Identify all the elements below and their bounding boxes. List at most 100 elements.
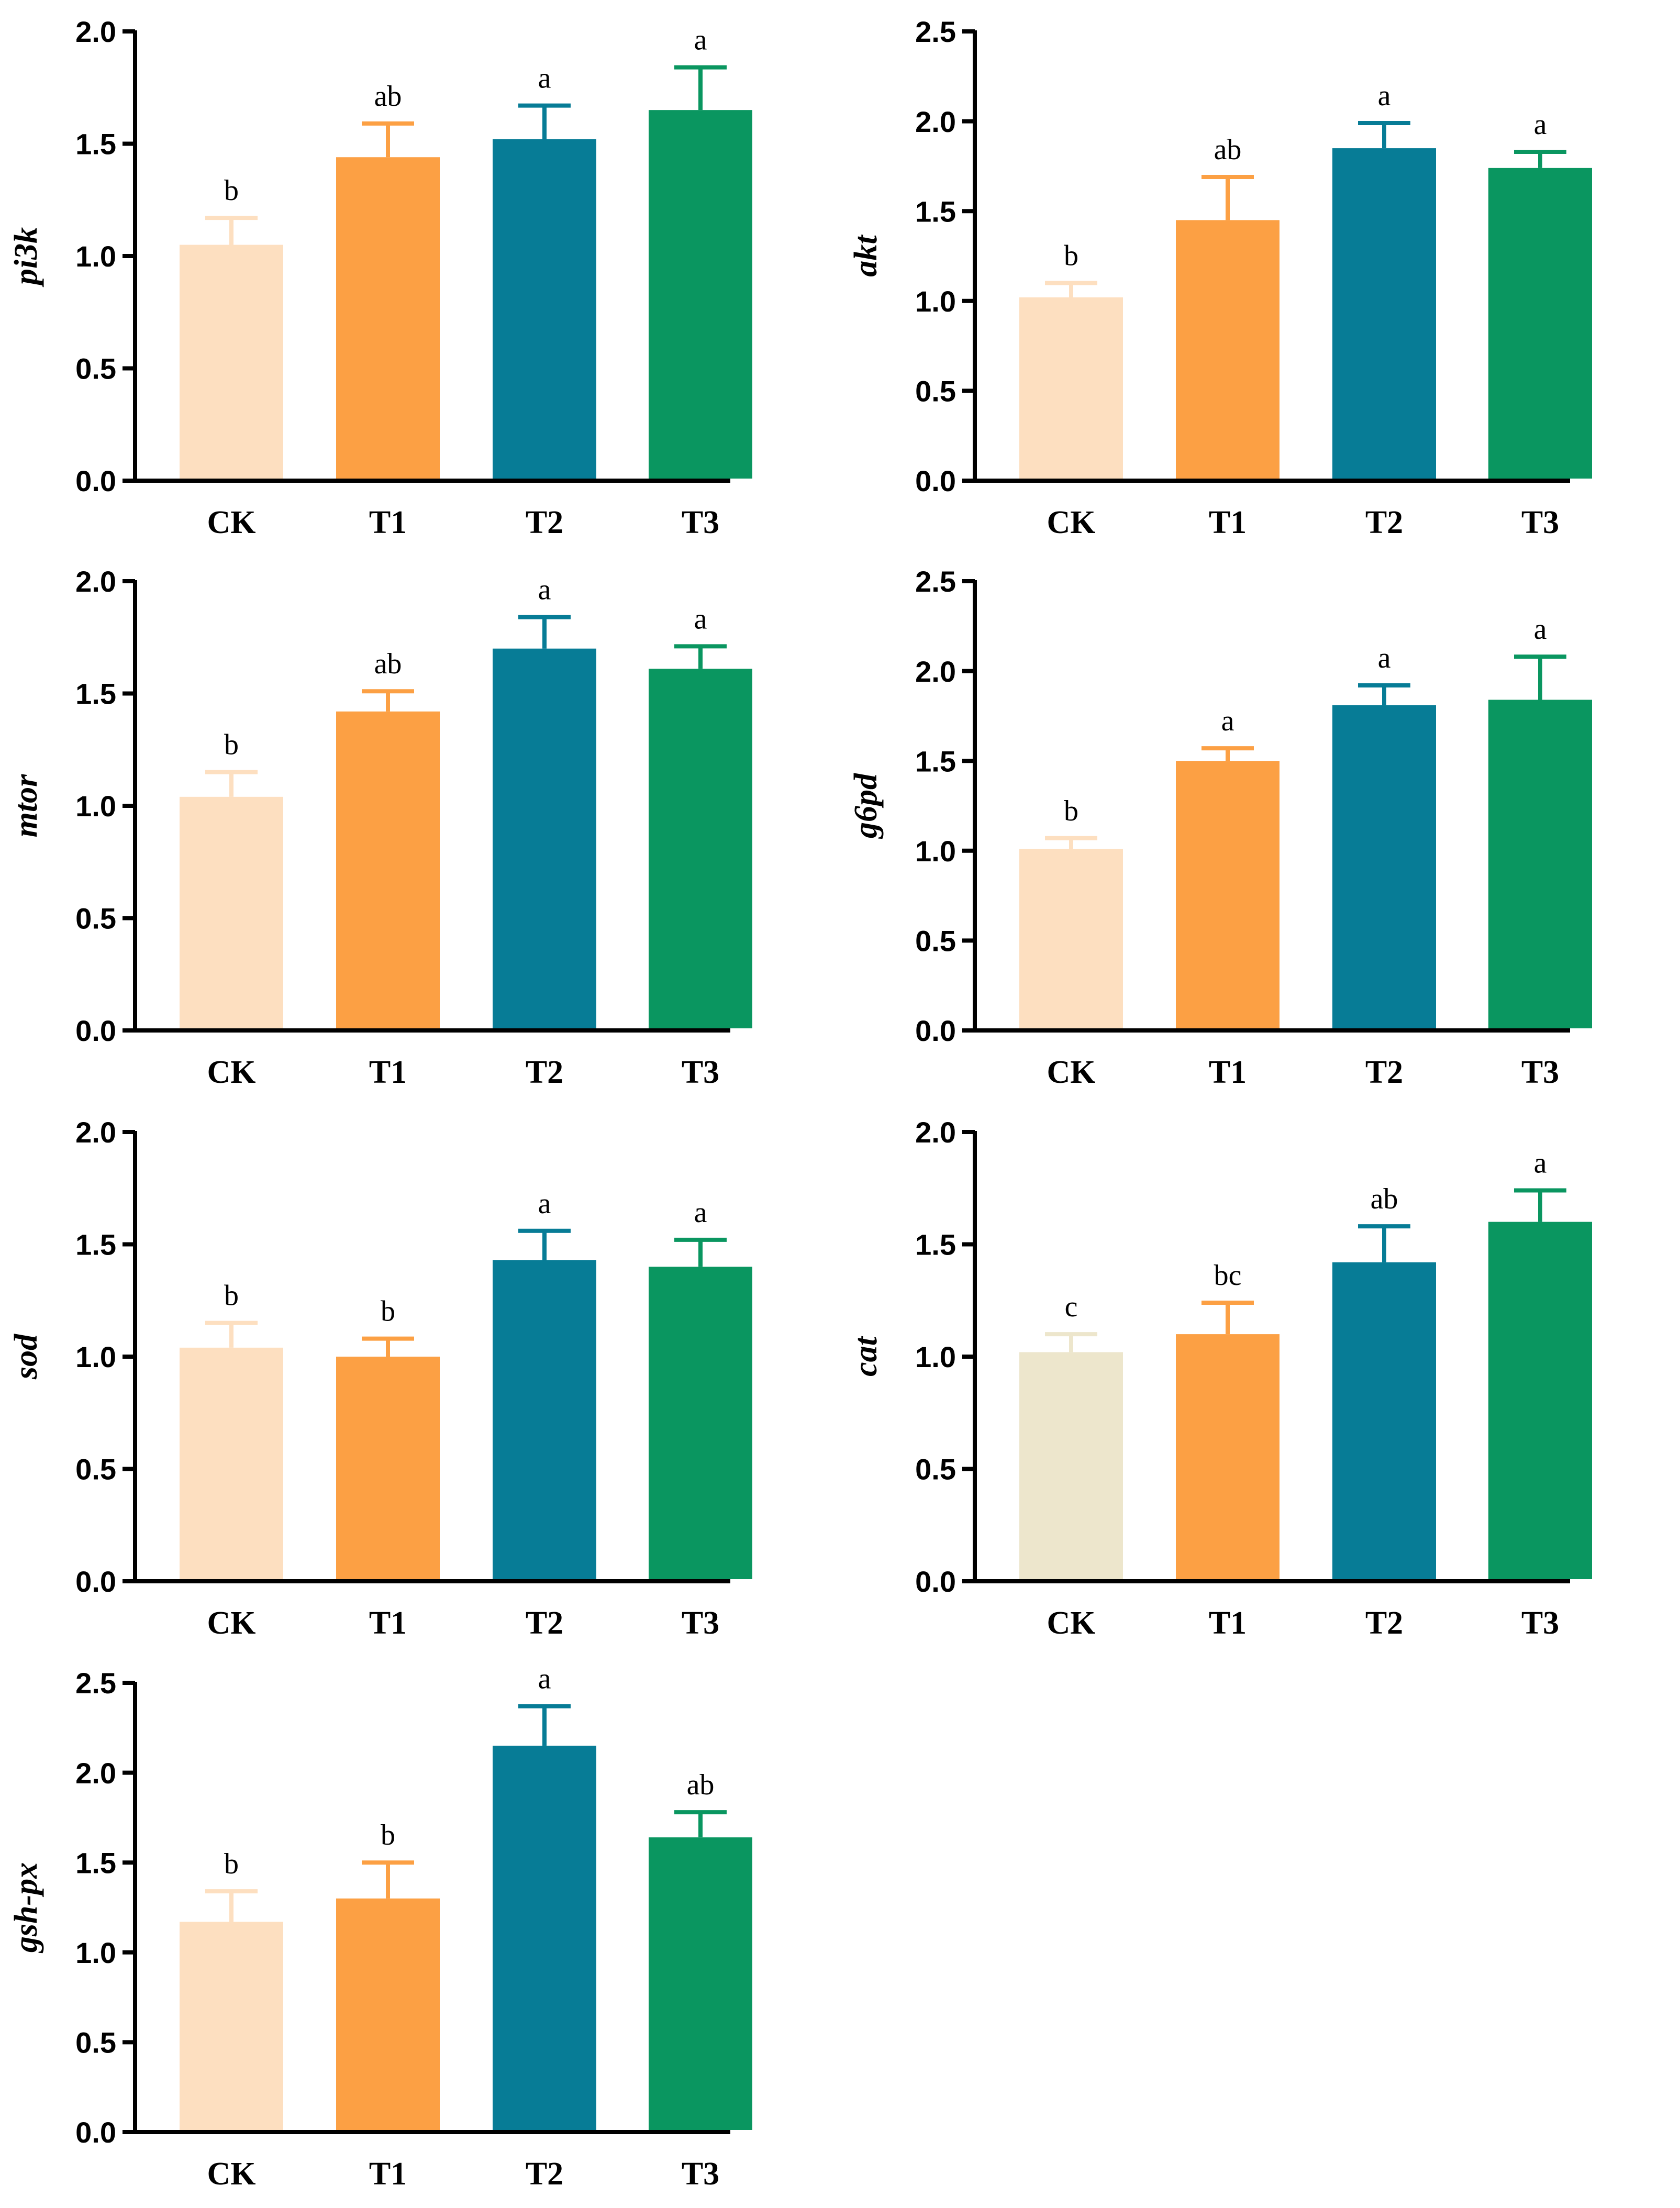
bar-t3 [649,1837,752,2130]
significance-letter: b [1064,795,1078,827]
x-tick-label: T3 [682,2156,719,2192]
y-tick-label: 1.5 [75,678,116,711]
y-tick-label: 1.0 [915,1340,956,1373]
bar-t2 [493,139,596,479]
x-tick-label: T3 [1521,1055,1559,1090]
x-tick-label: CK [1047,1055,1096,1090]
y-tick-label: 2.0 [915,655,956,688]
x-tick-label: T3 [1521,505,1559,540]
y-tick-label: 0.5 [75,902,116,935]
significance-letter: ab [1214,134,1242,166]
x-tick-label: T1 [1209,505,1247,540]
y-tick-label: 1.0 [75,1340,116,1373]
y-tick-label: 2.0 [75,1116,116,1149]
significance-letter: b [1064,239,1078,272]
bar-ck [180,796,283,1028]
significance-letter: a [1534,108,1547,141]
x-tick-label: T2 [526,1605,563,1641]
y-tick-label: 1.0 [75,790,116,823]
bar-t3 [649,110,752,479]
significance-letter: a [1534,613,1547,646]
bar-ck [1019,1352,1123,1579]
x-tick-label: T2 [526,505,563,540]
y-tick-label: 0.0 [915,1014,956,1047]
significance-letter: bc [1214,1259,1242,1292]
significance-letter: a [694,24,707,57]
significance-letter: a [694,603,707,635]
y-tick-label: 1.5 [915,1228,956,1261]
bar-t1 [1176,220,1280,479]
y-axis-title: sod [8,1334,44,1380]
y-axis-title: gsh-px [8,1862,44,1954]
y-tick-label: 0.5 [75,2026,116,2059]
y-tick-label: 0.0 [915,464,956,497]
significance-letter: b [224,1280,239,1312]
y-tick-label: 0.0 [75,1565,116,1598]
x-tick-label: T3 [682,505,719,540]
chart-mtor: 0.0 0.5 1.0 1.5 2.0 mtor b CK ab T1 a T2 a T3 [8,565,752,1090]
bar-t2 [493,648,596,1028]
x-tick-label: T1 [369,505,407,540]
bar-t2 [1332,1262,1436,1579]
bar-ck [180,1922,283,2130]
y-tick-label: 0.0 [75,2116,116,2149]
bar-t1 [1176,1334,1280,1579]
bar-t1 [336,1357,440,1579]
y-axis-title: mtor [8,774,44,837]
y-tick-label: 2.0 [75,15,116,48]
bar-t1 [336,1898,440,2130]
bar-t2 [1332,705,1436,1028]
y-tick-label: 2.0 [75,1757,116,1790]
bar-ck [1019,849,1123,1028]
bar-t2 [1332,148,1436,479]
significance-letter: b [224,729,239,761]
significance-letter: a [538,574,551,606]
x-tick-label: CK [207,1055,256,1090]
x-tick-label: CK [1047,1605,1096,1641]
significance-letter: ab [374,80,402,113]
y-axis-title: pi3k [8,227,44,287]
y-tick-label: 0.5 [915,925,956,958]
significance-letter: a [538,62,551,95]
bar-t2 [493,1746,596,2130]
bar-t3 [1488,168,1592,479]
y-tick-label: 0.5 [915,1453,956,1486]
x-tick-label: T2 [1365,1605,1403,1641]
bar-ck [1019,297,1123,479]
significance-letter: b [381,1819,395,1851]
chart-pi3k: 0.0 0.5 1.0 1.5 2.0 pi3k b CK ab T1 a T2 a T3 [8,15,752,540]
y-tick-label: 0.5 [915,375,956,408]
bar-t1 [336,157,440,479]
y-tick-label: 0.0 [75,464,116,497]
significance-letter: a [1378,80,1391,112]
y-tick-label: 2.5 [915,15,956,48]
y-tick-label: 2.5 [75,1667,116,1700]
x-tick-label: T1 [369,2156,407,2192]
significance-letter: b [224,1848,239,1880]
y-tick-label: 1.0 [75,240,116,273]
x-tick-label: T2 [1365,1055,1403,1090]
bar-t3 [1488,1222,1592,1579]
y-tick-label: 2.5 [915,565,956,598]
y-tick-label: 0.5 [75,352,116,385]
significance-letter: b [224,174,239,207]
bar-t3 [649,1267,752,1579]
significance-letter: ab [1371,1183,1398,1215]
bar-t3 [1488,700,1592,1028]
y-tick-label: 0.0 [75,1014,116,1047]
y-tick-label: 1.0 [915,285,956,318]
y-axis-title: g6pd [848,773,884,839]
chart-sod: 0.0 0.5 1.0 1.5 2.0 sod b CK b T1 a T2 a T3 [8,1116,752,1641]
x-tick-label: T1 [1209,1605,1247,1641]
significance-letter: a [1534,1147,1547,1180]
significance-letter: a [538,1663,551,1695]
x-tick-label: CK [207,505,256,540]
y-tick-label: 1.0 [915,835,956,868]
significance-letter: a [694,1196,707,1229]
significance-letter: ab [687,1769,715,1801]
significance-letter: a [538,1188,551,1220]
x-tick-label: T2 [526,1055,563,1090]
x-tick-label: CK [1047,505,1096,540]
y-tick-label: 1.5 [75,1846,116,1879]
